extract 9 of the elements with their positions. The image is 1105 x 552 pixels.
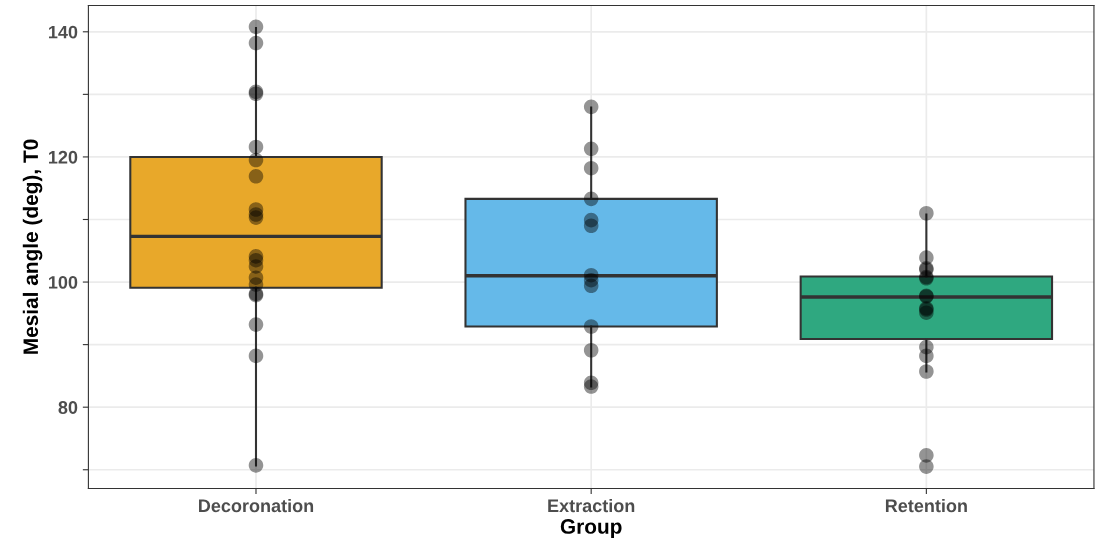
y-tick-label: 140 [49, 25, 78, 39]
x-axis-title: Group [560, 519, 622, 538]
y-tick-label: 120 [49, 150, 78, 164]
y-axis-title: Mesial angle (deg), T0 [22, 139, 43, 354]
x-tick-label: Retention [885, 498, 967, 513]
y-tick-label: 100 [49, 275, 78, 289]
x-tick-label: Extraction [548, 498, 635, 513]
y-tick-label: 80 [58, 401, 78, 414]
x-tick-label: Decoronation [199, 498, 314, 513]
